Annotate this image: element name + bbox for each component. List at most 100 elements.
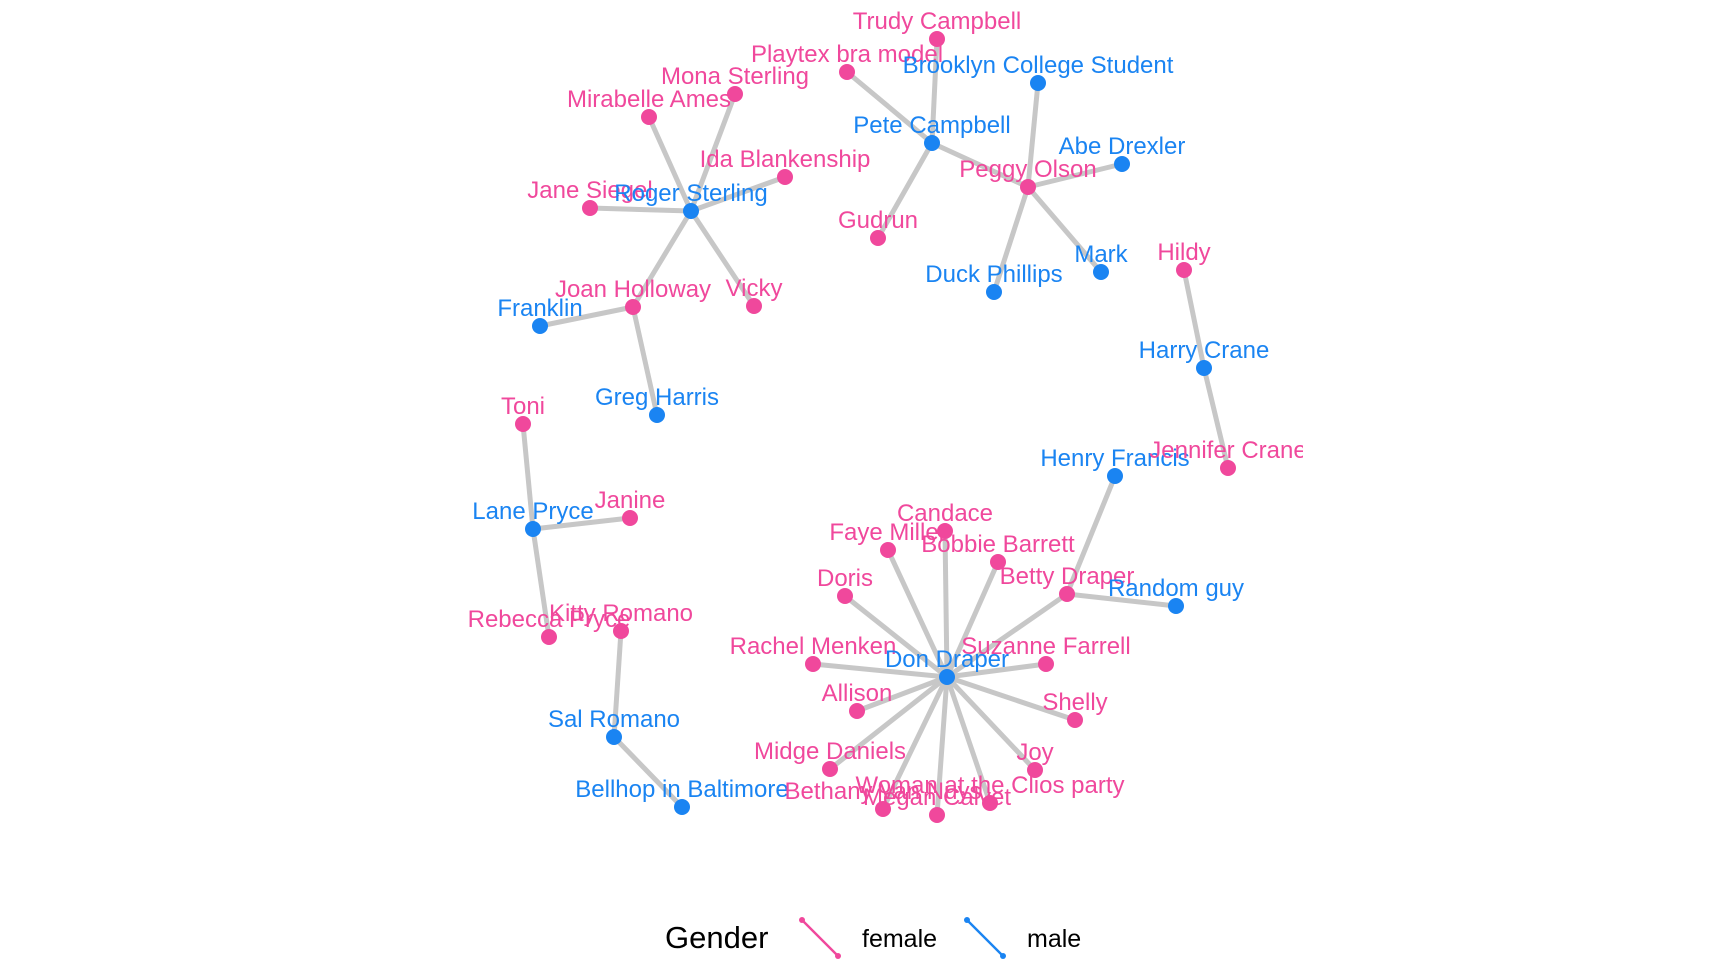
edge-don-rachel xyxy=(810,661,950,680)
node-label-duck: Duck Phillips xyxy=(925,261,1062,288)
node-label-roger: Roger Sterling xyxy=(614,180,767,207)
nodes-layer xyxy=(515,31,1236,823)
edge-don-midge xyxy=(827,674,950,772)
edge-don-shelly xyxy=(944,674,1078,723)
node-roger xyxy=(683,203,699,219)
node-henry xyxy=(1107,468,1123,484)
node-label-jennifer: Jennifer Crane xyxy=(1149,437,1306,464)
node-label-mark: Mark xyxy=(1074,241,1128,268)
edge-don-allison xyxy=(854,674,950,714)
edge-don-suzanne xyxy=(944,661,1049,680)
node-label-suzanne: Suzanne Farrell xyxy=(961,633,1130,660)
node-label-megan: Megan Calvet xyxy=(863,784,1011,811)
edge-don-bethany xyxy=(880,674,950,812)
node-rebecca xyxy=(541,629,557,645)
node-label-peggy: Peggy Olson xyxy=(959,156,1096,183)
node-label-sal: Sal Romano xyxy=(548,706,680,733)
node-label-candace: Candace xyxy=(897,500,993,527)
node-kitty xyxy=(613,623,629,639)
node-shelly xyxy=(1067,712,1083,728)
node-trudy xyxy=(929,31,945,47)
node-label-lane: Lane Pryce xyxy=(472,498,593,525)
edge-don-faye xyxy=(885,547,950,680)
node-betty xyxy=(1059,586,1075,602)
node-label-woman_clios: Woman at the Clios party xyxy=(855,772,1124,799)
edge-don-doris xyxy=(842,593,950,680)
node-label-playtex: Playtex bra model xyxy=(751,41,943,68)
node-label-joy: Joy xyxy=(1016,739,1053,766)
edge-kitty-sal xyxy=(611,628,624,740)
node-label-kitty: Kitty Romano xyxy=(549,600,693,627)
node-label-rachel: Rachel Menken xyxy=(730,633,897,660)
legend-male-label: male xyxy=(1027,925,1081,953)
edge-joan-greg xyxy=(630,304,660,418)
edge-don-joy xyxy=(944,674,1038,773)
edge-don-bobbie xyxy=(944,559,1001,680)
node-faye xyxy=(880,542,896,558)
node-greg xyxy=(649,407,665,423)
node-woman_clios xyxy=(982,795,998,811)
node-lane xyxy=(525,521,541,537)
node-toni xyxy=(515,416,531,432)
node-jennifer xyxy=(1220,460,1236,476)
edge-joan-franklin xyxy=(537,304,636,329)
node-label-bellhop: Bellhop in Baltimore xyxy=(575,776,788,803)
node-doris xyxy=(837,588,853,604)
node-brooklyn xyxy=(1030,75,1046,91)
legend-female-key-end xyxy=(835,953,841,959)
node-label-bobbie: Bobbie Barrett xyxy=(921,531,1075,558)
node-gudrun xyxy=(870,230,886,246)
node-joy xyxy=(1027,762,1043,778)
node-pete xyxy=(924,135,940,151)
node-rachel xyxy=(805,656,821,672)
node-label-gudrun: Gudrun xyxy=(838,207,918,234)
node-label-ida: Ida Blankenship xyxy=(700,146,871,173)
legend-female-key xyxy=(801,919,839,957)
node-sal xyxy=(606,729,622,745)
node-label-mirabelle: Mirabelle Ames xyxy=(567,86,731,113)
node-label-franklin: Franklin xyxy=(497,295,582,322)
node-abe xyxy=(1114,156,1130,172)
edge-peggy-duck xyxy=(991,184,1031,295)
edge-betty-random xyxy=(1064,591,1179,609)
edges-layer xyxy=(520,36,1231,818)
edge-pete-peggy xyxy=(929,140,1031,190)
legend-male-key-start xyxy=(964,917,970,923)
node-label-shelly: Shelly xyxy=(1042,689,1107,716)
node-label-betty: Betty Draper xyxy=(1000,563,1135,590)
legend-male-key xyxy=(966,919,1004,957)
edge-roger-jane xyxy=(587,205,694,214)
node-allison xyxy=(849,703,865,719)
node-label-harry: Harry Crane xyxy=(1139,337,1270,364)
legend-female-key-start xyxy=(799,917,805,923)
edge-don-candace xyxy=(942,528,950,680)
legend-title: Gender xyxy=(665,920,768,955)
node-hildy xyxy=(1176,262,1192,278)
node-label-brooklyn: Brooklyn College Student xyxy=(903,52,1174,79)
edge-roger-mona xyxy=(688,91,738,214)
node-label-jane: Jane Siegel xyxy=(527,177,652,204)
node-label-henry: Henry Francis xyxy=(1040,445,1189,472)
node-label-random: Random guy xyxy=(1108,575,1244,602)
node-label-mona: Mona Sterling xyxy=(661,63,809,90)
node-label-trudy: Trudy Campbell xyxy=(853,8,1022,35)
legend-item-female: female xyxy=(799,917,937,959)
node-duck xyxy=(986,284,1002,300)
node-janine xyxy=(622,510,638,526)
edge-playtex-pete xyxy=(844,69,935,146)
edge-roger-mirabelle xyxy=(646,114,694,214)
edge-peggy-mark xyxy=(1025,184,1104,275)
node-bellhop xyxy=(674,799,690,815)
node-label-rebecca: Rebecca Pryce xyxy=(468,606,631,633)
node-label-allison: Allison xyxy=(822,680,893,707)
node-ida xyxy=(777,169,793,185)
edge-betty-don xyxy=(944,591,1070,680)
node-mark xyxy=(1093,264,1109,280)
legend-male-key-end xyxy=(1000,953,1006,959)
edge-lane-rebecca xyxy=(530,526,552,640)
node-label-abe: Abe Drexler xyxy=(1059,133,1186,160)
edge-trudy-pete xyxy=(929,36,940,146)
edge-toni-lane xyxy=(520,421,536,532)
node-megan xyxy=(929,807,945,823)
node-label-joan: Joan Holloway xyxy=(555,276,711,303)
